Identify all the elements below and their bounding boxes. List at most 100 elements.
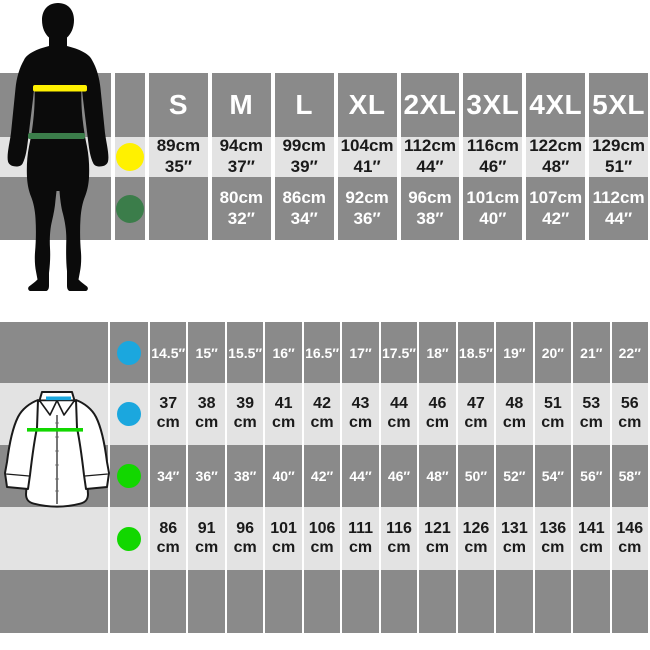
cm-unit: cm — [195, 414, 219, 431]
cm-value: 141 — [577, 519, 605, 537]
cm-value: 112cm — [403, 136, 456, 156]
in-value: 39″ — [290, 157, 318, 176]
collar-in-cell: 16.5″ — [303, 322, 341, 383]
shirt-illustration — [4, 391, 110, 508]
cm-value: 104cm — [340, 136, 394, 156]
male-silhouette-body — [7, 3, 109, 291]
waist-cell: 112cm 44″ — [589, 177, 648, 240]
cm-value: 116 — [386, 519, 412, 537]
cm-unit: cm — [502, 414, 526, 431]
chest-cm-cell: 126 cm — [457, 507, 495, 570]
collar-cm-cell: 38 cm — [188, 383, 225, 445]
cm-value: 101cm — [466, 187, 520, 207]
cm-unit: cm — [348, 538, 373, 556]
in-value: 44″ — [416, 157, 444, 176]
cm-unit: cm — [425, 538, 450, 556]
adult-size-table: S M L XL 2XL 3XL 4XL 5XL 89cm 35″ 94cm 37″… — [0, 73, 648, 240]
cm-value: 43 — [351, 395, 370, 413]
chest-in-cell: 40″ — [265, 445, 302, 507]
cm-value: 122cm — [529, 136, 583, 156]
chest-cm-cell: 116 cm — [380, 507, 418, 570]
green-dot-icon — [116, 194, 144, 223]
cm-unit: cm — [310, 414, 334, 431]
cm-unit: cm — [579, 538, 603, 556]
cm-value: 131 — [501, 519, 528, 537]
in-value: 44″ — [605, 208, 633, 228]
empty-cell — [457, 570, 495, 633]
cm-unit: cm — [387, 414, 411, 431]
waist-cell: 80cm 32″ — [211, 177, 271, 240]
cm-unit: cm — [156, 414, 180, 431]
cm-value: 92cm — [345, 187, 389, 207]
cm-unit: cm — [464, 538, 488, 556]
chest-in-cell: 48″ — [419, 445, 456, 507]
cm-value: 96cm — [408, 187, 452, 207]
cm-value: 47 — [467, 395, 485, 413]
empty-cell — [226, 570, 264, 633]
cm-value: 48 — [505, 395, 524, 413]
collar-in-cell: 19″ — [496, 322, 533, 383]
waist-dot-cell — [115, 177, 145, 240]
chest-cm-cell: 91 cm — [188, 507, 225, 570]
collar-cm-cell: 46 cm — [419, 383, 456, 445]
collar-in-cell: 15.5″ — [226, 322, 264, 383]
empty-cell — [496, 570, 533, 633]
collar-in-dot-cell — [110, 322, 148, 383]
cm-value: 94cm — [219, 136, 264, 156]
waist-measure-line — [28, 133, 85, 139]
collar-in-cell: 18.5″ — [457, 322, 495, 383]
chest-in-cell: 46″ — [380, 445, 418, 507]
empty-cell — [0, 570, 108, 633]
chest-in-cell: 42″ — [303, 445, 341, 507]
empty-cell — [611, 570, 648, 633]
cm-unit: cm — [541, 414, 565, 431]
shirt-backdrop — [0, 507, 108, 570]
size-header: XL — [337, 73, 397, 137]
collar-in-cell: 17″ — [342, 322, 379, 383]
cm-unit: cm — [272, 538, 296, 556]
empty-cell — [573, 570, 610, 633]
empty-cell — [265, 570, 302, 633]
collar-cm-cell: 48 cm — [496, 383, 533, 445]
waist-cell: 86cm 34″ — [274, 177, 334, 240]
empty-cell — [188, 570, 225, 633]
empty-cell — [303, 570, 341, 633]
collar-cm-cell: 41 cm — [265, 383, 302, 445]
chest-cm-cell: 106 cm — [303, 507, 341, 570]
in-value: 48″ — [542, 157, 570, 176]
size-header: L — [274, 73, 334, 137]
collar-in-cell: 16″ — [265, 322, 302, 383]
cm-value: 80cm — [219, 187, 264, 207]
in-value: 32″ — [227, 208, 255, 228]
cm-value: 37 — [159, 395, 178, 413]
waist-cell — [149, 177, 208, 240]
empty-cell — [150, 570, 187, 633]
chest-in-dot-cell — [110, 445, 148, 507]
chest-cell: 116cm 46″ — [463, 136, 523, 177]
cm-value: 38 — [197, 395, 216, 413]
chest-in-cell: 44″ — [342, 445, 379, 507]
cm-value: 121 — [424, 519, 451, 537]
cm-value: 46 — [428, 395, 447, 413]
cm-unit: cm — [618, 538, 642, 556]
chest-cm-cell: 141 cm — [573, 507, 610, 570]
chest-cell: 122cm 48″ — [526, 136, 586, 177]
chest-cell: 129cm 51″ — [589, 136, 648, 177]
cm-value: 107cm — [529, 187, 583, 207]
in-value: 35″ — [164, 157, 192, 176]
cm-value: 91 — [197, 519, 216, 537]
cm-value: 86 — [159, 519, 178, 537]
chest-in-cell: 38″ — [226, 445, 264, 507]
cm-unit: cm — [272, 414, 296, 431]
collar-cm-cell: 42 cm — [303, 383, 341, 445]
chest-in-cell: 36″ — [188, 445, 225, 507]
chest-cell: 99cm 39″ — [274, 136, 334, 177]
in-value: 51″ — [605, 157, 633, 176]
chest-measure-line — [33, 85, 87, 92]
cm-value: 99cm — [282, 136, 326, 156]
cm-unit: cm — [502, 538, 526, 556]
in-value: 38″ — [416, 208, 444, 228]
collar-cm-cell: 47 cm — [457, 383, 495, 445]
chest-cm-cell: 86 cm — [150, 507, 187, 570]
chest-measure-line — [27, 428, 83, 432]
